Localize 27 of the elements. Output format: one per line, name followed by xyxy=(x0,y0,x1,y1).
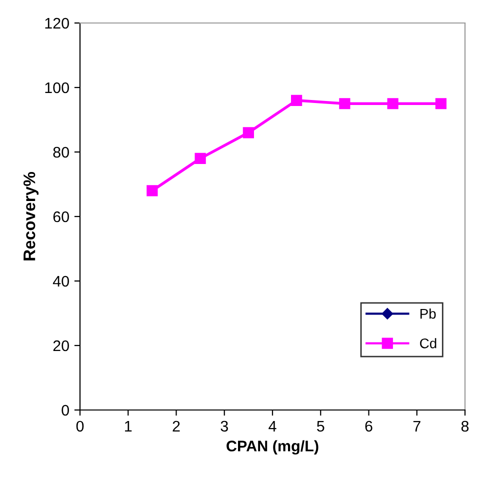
x-tick-label: 0 xyxy=(76,420,84,432)
point xyxy=(291,94,302,106)
x-tick-label: 7 xyxy=(413,420,420,432)
x-tick-label: 8 xyxy=(461,420,469,432)
x-tick-label: 4 xyxy=(268,420,276,432)
x-axis-title: CPAN (mg/L) xyxy=(226,440,318,455)
point xyxy=(242,127,254,138)
legend-label: Pb xyxy=(420,308,436,319)
point xyxy=(194,152,206,164)
y-tick-label: 120 xyxy=(45,18,69,29)
x-tick-label: 1 xyxy=(125,420,132,432)
x-tick-label: 3 xyxy=(220,420,228,432)
y-axis-title: Recovery% xyxy=(23,172,39,260)
point xyxy=(339,98,350,110)
y-tick-label: 80 xyxy=(53,146,69,158)
point xyxy=(435,98,446,110)
legend-label: Cd xyxy=(420,338,436,348)
y-tick-label: 60 xyxy=(53,211,69,222)
y-tick-label: 20 xyxy=(53,340,69,352)
y-tick-label: 100 xyxy=(45,82,69,94)
x-tick-label: 6 xyxy=(365,420,372,432)
point xyxy=(146,185,158,196)
x-tick-label: 5 xyxy=(316,420,324,432)
y-tick-label: 40 xyxy=(52,276,69,287)
point xyxy=(387,98,398,110)
x-tick-label: 2 xyxy=(172,420,180,432)
y-tick-label: 0 xyxy=(62,404,69,416)
